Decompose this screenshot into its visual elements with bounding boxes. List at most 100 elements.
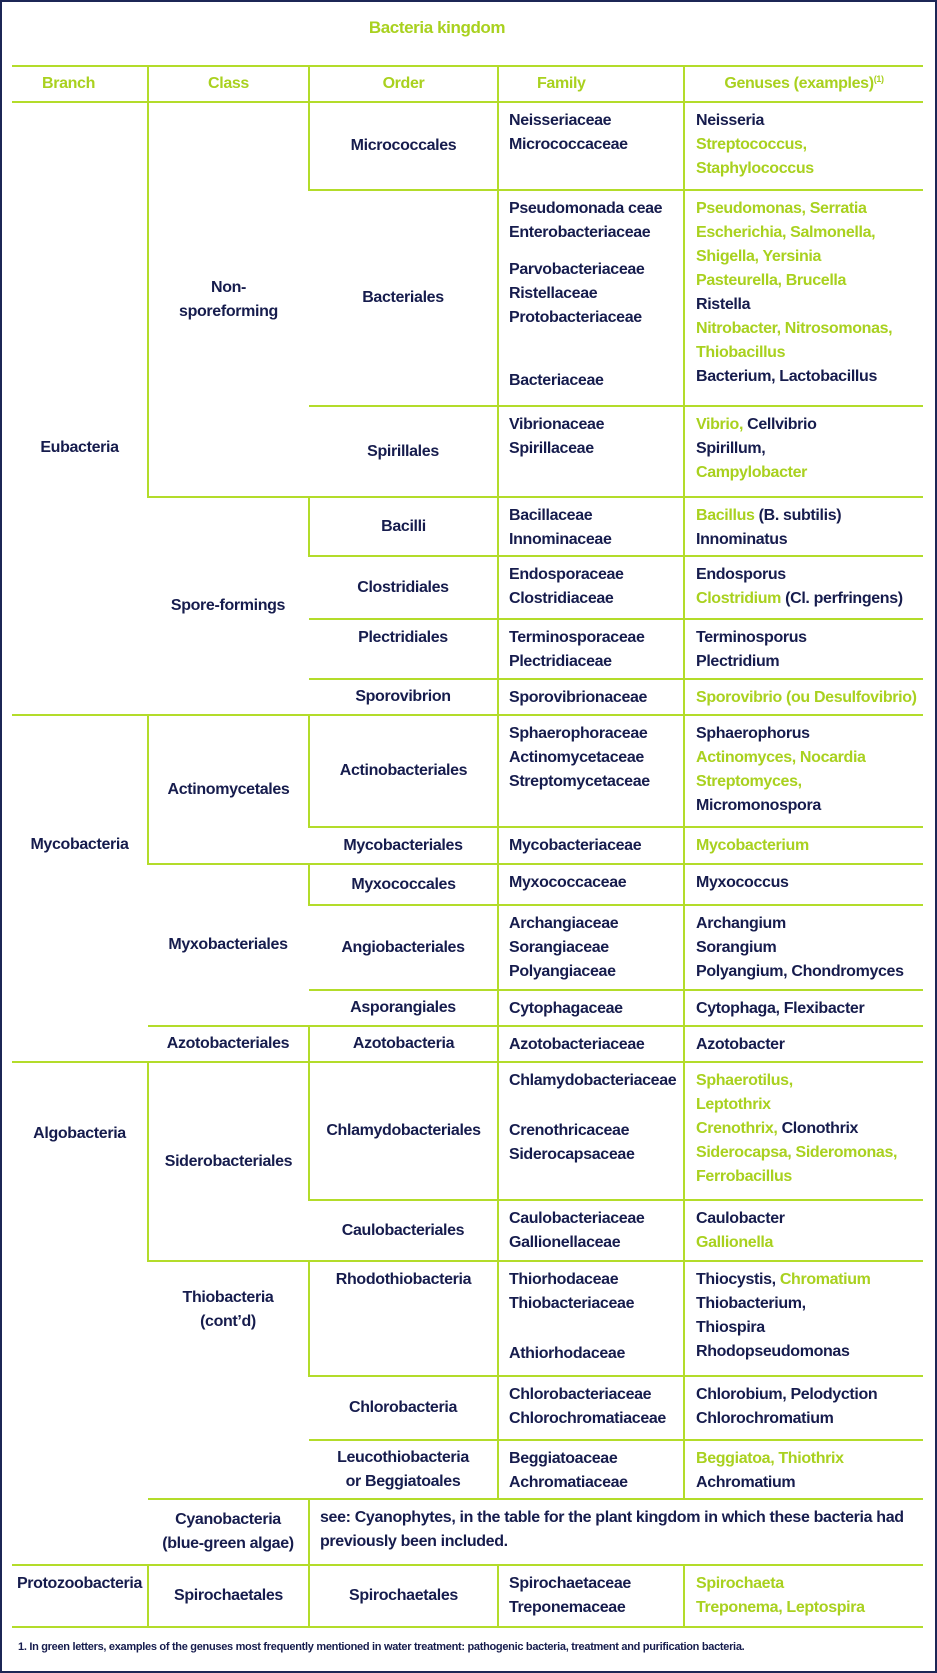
genus-cell: Vibrio, Cellvibrio Spirillum, Campylobacte…	[683, 405, 923, 497]
order-cell: Micrococcales	[308, 101, 498, 190]
genus-line: Rhodopseudomonas	[696, 1340, 923, 1364]
genus-cell: Caulobacter Gallionella	[683, 1199, 923, 1261]
table-row: Mycobacteriales Mycobacteriaceae Mycobacte…	[12, 826, 923, 864]
genus-cell: Azotobacter	[683, 1025, 923, 1062]
family-name: Myxococcaceae	[509, 874, 627, 891]
branch-cell: Protozoobacteria	[12, 1564, 148, 1628]
order-cell: Mycobacteriales	[309, 826, 498, 864]
genus-line: Cytophaga, Flexibacter	[696, 997, 923, 1021]
genus-cell: Chlorobium, Pelodyction Chlorochromatium	[683, 1375, 923, 1440]
genus-cell: Myxococcus	[683, 863, 923, 905]
genus-name: Myxococcus	[696, 874, 789, 891]
table-row: Eubacteria Non- sporeforming Micrococcales…	[12, 101, 923, 715]
genus-line: Staphylococcus	[696, 157, 923, 181]
family-name: Bacillaceae	[509, 507, 593, 524]
genus-line: Azotobacter	[696, 1033, 923, 1057]
order-cell: Spirillales	[309, 405, 498, 497]
genus-line: Leptothrix	[696, 1093, 923, 1117]
genus-name: Bacterium, Lactobacillus	[696, 368, 877, 385]
genus-name: Cytophaga, Flexibacter	[696, 1000, 865, 1017]
genus-line: Sphaerophorus	[696, 722, 923, 746]
family-name: Mycobacteriaceae	[509, 837, 642, 854]
genus-line: Chlorobium, Pelodyction	[696, 1383, 923, 1407]
genus-line: Thiospira	[696, 1316, 923, 1340]
family-name: Vibrionaceae	[509, 416, 605, 433]
family-cell: Neisseriaceae Micrococcaceae	[497, 101, 684, 190]
class-cell: Myxobacteriales	[148, 863, 309, 1026]
genus-line: Streptomyces,	[696, 770, 923, 794]
genus-name-highlighted: Campylobacter	[696, 464, 808, 481]
genus-line: Endosporus	[696, 563, 923, 587]
table-row: Bacteriales Pseudomonada ceae Enterobacter…	[12, 189, 923, 406]
branch-cell: Eubacteria	[12, 101, 148, 715]
family-name: Archangiaceae	[509, 915, 619, 932]
genus-name-highlighted: Chromatium	[775, 1271, 871, 1288]
genus-name-highlighted: Spirochaeta	[696, 1575, 784, 1592]
table-row: Plectridiales Terminosporaceae Plectridiac…	[12, 618, 923, 679]
order-cell: Bacilli	[308, 496, 498, 556]
family-cell: Terminosporaceae Plectridiaceae	[497, 618, 684, 679]
order-cell: Azotobacteria	[308, 1025, 498, 1062]
family-name: Parvobacteriaceae	[509, 261, 645, 278]
family-name: Actinomycetaceae	[509, 749, 644, 766]
class-cell: Actinomycetales	[147, 714, 309, 864]
header-family: Family	[497, 65, 684, 102]
genus-name-highlighted: Ferrobacillus	[696, 1168, 792, 1185]
spacer	[509, 330, 683, 343]
family-cell: Endosporaceae Clostridiaceae	[497, 555, 684, 619]
genus-cell: Mycobacterium	[683, 826, 923, 864]
family-name: Streptomycetaceae	[509, 773, 650, 790]
family-name: Terminosporaceae	[509, 629, 645, 646]
spacer	[509, 1106, 683, 1119]
genus-line: Plectridium	[696, 650, 923, 674]
bacteria-classification-table: Branch Class Order Family Genuses (examp…	[12, 65, 923, 1628]
family-name: Azotobacteriaceae	[509, 1036, 645, 1053]
genus-cell: Sporovibrio (ou Desulfovibrio)	[683, 678, 923, 715]
family-name: Chlorobacteriaceae	[509, 1386, 652, 1403]
genus-name: Clonothrix	[777, 1120, 859, 1137]
family-name: Sporovibrionaceae	[509, 689, 648, 706]
genus-name-highlighted: Nitrobacter, Nitrosomonas,	[696, 320, 893, 337]
genus-cell: Sphaerotilus, Leptothrix Crenothrix, Clono…	[683, 1061, 923, 1200]
genus-name: (Cl. perfringens)	[781, 590, 903, 607]
order-cell: Sporovibrion	[309, 678, 498, 715]
genus-cell: Sphaerophorus Actinomyces, Nocardia Strept…	[683, 714, 923, 827]
family-name: Sphaerophoraceae	[509, 725, 648, 742]
family-cell: Caulobacteriaceae Gallionellaceae	[497, 1199, 684, 1261]
order-cell: Asporangiales	[309, 989, 498, 1026]
order-cell: Chlamydobacteriales	[308, 1061, 498, 1200]
family-cell: Archangiaceae Sorangiaceae Polyangiaceae	[497, 904, 684, 990]
family-name: Ristellaceae	[509, 285, 598, 302]
family-name: Plectridiaceae	[509, 653, 612, 670]
table-row: Azotobacteriales Azotobacteria Azotobacter…	[12, 1025, 923, 1062]
genus-line: Beggiatoa, Thiothrix	[696, 1447, 923, 1471]
genus-name: Innominatus	[696, 531, 788, 548]
family-name: Clostridiaceae	[509, 590, 614, 607]
header-class: Class	[147, 65, 309, 102]
genus-line: Thiobacillus	[696, 341, 923, 365]
table-row: Thiobacteria (cont’d) Rhodothiobacteria Th…	[12, 1260, 923, 1499]
genus-name: Caulobacter	[696, 1210, 785, 1227]
family-name: Treponemaceae	[509, 1599, 626, 1616]
footnote: 1. In green letters, examples of the gen…	[18, 1641, 745, 1653]
header-order: Order	[308, 65, 498, 102]
spacer	[509, 1329, 683, 1342]
spacer	[509, 356, 683, 369]
genus-name-highlighted: Streptomyces,	[696, 773, 802, 790]
family-name: Sorangiaceae	[509, 939, 609, 956]
family-cell: Azotobacteriaceae	[497, 1025, 684, 1062]
spacer	[509, 343, 683, 356]
genus-line: Streptococcus,	[696, 133, 923, 157]
spacer	[509, 1093, 683, 1106]
genus-name: Chlorobium, Pelodyction	[696, 1386, 878, 1403]
class-cell: Azotobacteriales	[148, 1025, 309, 1062]
genus-line: Gallionella	[696, 1231, 923, 1255]
family-cell: Vibrionaceae Spirillaceae	[497, 405, 684, 497]
genus-line: Escherichia, Salmonella,	[696, 221, 923, 245]
class-cell: Siderobacteriales	[147, 1061, 309, 1261]
genus-line: Treponema, Leptospira	[696, 1596, 923, 1620]
genus-name-highlighted: Leptothrix	[696, 1096, 771, 1113]
table-row: Spore-formings Bacilli Bacillaceae Innomina…	[12, 496, 923, 715]
family-name: Caulobacteriaceae	[509, 1210, 645, 1227]
genus-name: Archangium	[696, 915, 786, 932]
